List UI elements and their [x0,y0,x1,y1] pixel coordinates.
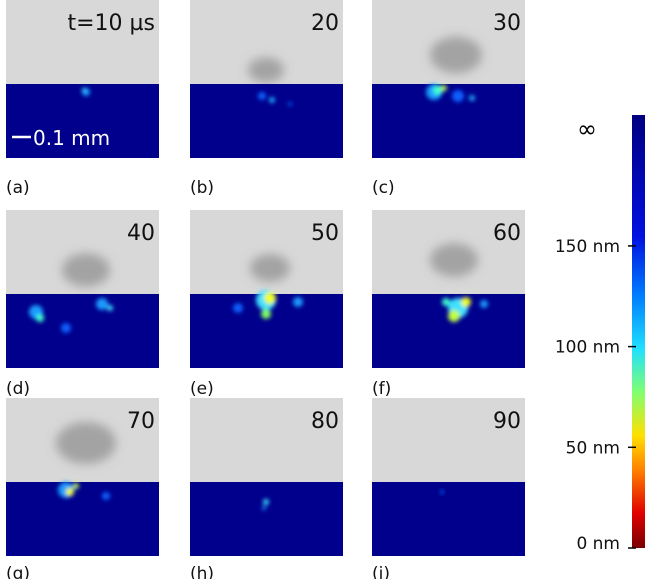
panel-time: 60 [493,221,521,246]
spot [61,323,71,333]
panel-time: 50 [311,221,339,246]
spot [261,309,271,319]
spot [96,298,108,310]
smoke-cloud [430,243,478,277]
spot [264,292,276,304]
panel-letter: (a) [6,178,30,198]
smoke [430,37,482,73]
spot [73,483,79,489]
smoke [250,254,290,282]
spot [440,490,444,494]
colorbar-tick-label: 100 nm [555,338,620,358]
spot [258,92,266,100]
spot [480,300,488,308]
panel-letter: (g) [6,564,30,579]
smoke-cloud [62,253,110,287]
panel-substrate [190,84,343,158]
smoke [430,243,478,277]
panel-time: t=10 µs [67,11,155,36]
smoke [56,422,116,464]
spot [269,97,275,103]
spot [441,85,447,91]
spot [452,90,464,102]
smoke [248,57,284,82]
colorbar-tick-label: 150 nm [555,237,620,257]
figure: ∞ t=10 µs (a) 20 (b) 30 (c) 40 (d) 50 (e) 60 (f) 70 (… [0,0,647,579]
colorbar-tick-label: 50 nm [566,438,620,458]
panel-time: 30 [493,11,521,36]
spot [102,492,110,500]
panel-substrate [372,482,525,556]
panel-time: 70 [127,409,155,434]
panel-letter: (b) [190,178,214,198]
panel-letter: (h) [190,564,214,579]
spot [288,102,292,106]
panel-letter: (d) [6,379,30,399]
smoke [62,253,110,287]
spot [263,499,269,505]
panel-letter: (e) [190,379,214,399]
spot [36,314,44,322]
spots [440,490,444,494]
colorbar [632,115,645,548]
scale-bar-label: 0.1 mm [33,126,110,150]
spot [262,506,266,510]
panel-time: 80 [311,409,339,434]
panel-letter: (f) [372,379,391,399]
spot [293,297,303,307]
panel-substrate [190,482,343,556]
panel-time: 40 [127,221,155,246]
panel-substrate [6,482,159,556]
smoke-cloud [56,422,116,464]
spot [442,298,450,306]
spot [469,95,475,101]
panel-letter: (i) [372,564,390,579]
spot [233,303,243,313]
spot [82,88,86,92]
spot [107,305,113,311]
panel-substrate [6,294,159,368]
smoke-cloud [430,37,482,73]
spot [66,488,74,496]
colorbar-tick-label: 0 nm [576,534,620,554]
spot [448,310,460,322]
spot [461,297,471,307]
smoke-cloud [250,254,290,282]
spots [82,88,90,96]
panel-substrate [372,84,525,158]
smoke-cloud [248,57,284,82]
panel-time: 20 [311,11,339,36]
panel-time: 90 [493,409,521,434]
colorbar-top-label: ∞ [577,115,597,143]
panel-letter: (c) [372,178,395,198]
